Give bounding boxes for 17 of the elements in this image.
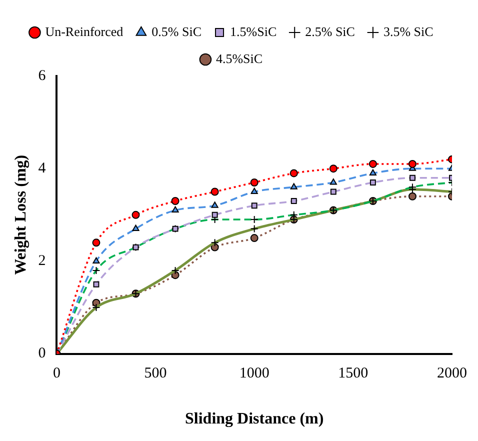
y-tick-label: 6 — [38, 68, 46, 84]
x-tick-label: 500 — [144, 366, 167, 382]
x-tick-label: 2000 — [437, 366, 467, 382]
y-tick-label: 2 — [38, 253, 46, 270]
legend-label: 2.5% SiC — [305, 24, 355, 39]
x-tick-label: 0 — [52, 366, 60, 382]
legend-label: 3.5% SiC — [383, 24, 434, 39]
legend-label: Un-Reinforced — [45, 24, 124, 39]
y-axis-title: Weight Loss (mg) — [12, 154, 30, 275]
legend-label: 1.5%SiC — [230, 24, 277, 39]
x-axis-title: Sliding Distance (m) — [185, 410, 324, 428]
x-tick-label: 1000 — [239, 366, 270, 382]
y-tick-label: 0 — [38, 346, 46, 362]
x-tick-label: 1500 — [338, 366, 368, 382]
y-tick-label: 4 — [38, 160, 46, 177]
legend-label: 4.5%SiC — [216, 50, 263, 66]
legend-label: 0.5% SiC — [152, 24, 202, 39]
